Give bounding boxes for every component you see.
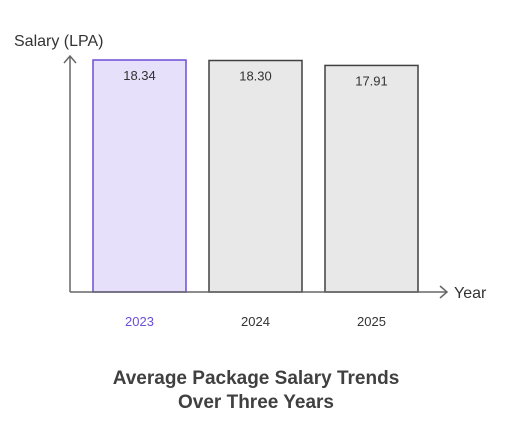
bar-2024 xyxy=(208,59,303,293)
bar-value-label: 17.91 xyxy=(355,73,388,88)
axes-group xyxy=(63,54,449,299)
bars-group: 18.34 18.30 17.91 xyxy=(92,59,419,293)
x-tick-labels: 2023 2024 2025 xyxy=(125,314,386,329)
y-axis-label: Salary (LPA) xyxy=(14,33,104,50)
x-axis-label: Year xyxy=(454,285,487,302)
y-axis-arrow xyxy=(63,54,77,64)
chart-title-line-2: Over Three Years xyxy=(178,392,334,413)
x-tick-label: 2025 xyxy=(357,314,386,329)
bar-2025 xyxy=(324,64,419,293)
x-tick-label: 2024 xyxy=(241,314,270,329)
bar-value-label: 18.34 xyxy=(123,68,156,83)
bar-2023 xyxy=(92,59,187,293)
x-axis-arrow xyxy=(439,285,449,299)
bar-value-label: 18.30 xyxy=(239,69,272,84)
chart-title-line-1: Average Package Salary Trends xyxy=(113,368,400,389)
x-tick-label: 2023 xyxy=(125,314,154,329)
